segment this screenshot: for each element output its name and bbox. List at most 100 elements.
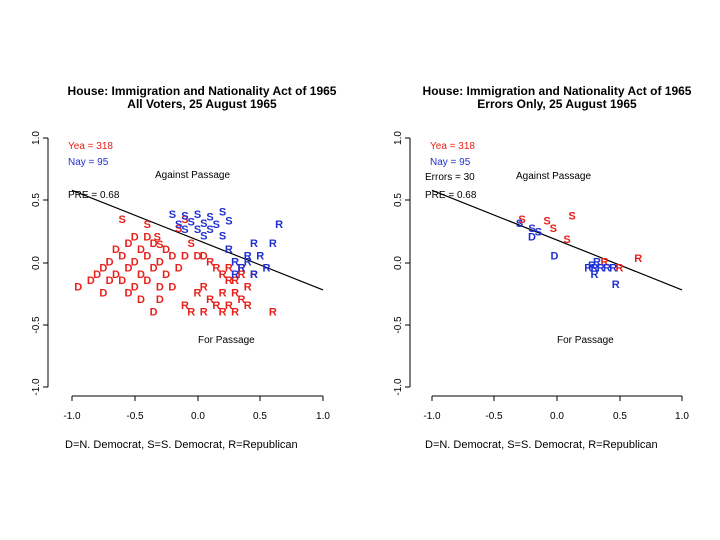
- panel-errors-only: House: Immigration and Nationality Act o…: [393, 84, 692, 451]
- nay-count-label: Nay = 95: [68, 157, 109, 168]
- nay-vote-point: S: [206, 224, 213, 236]
- yea-vote-point: R: [212, 300, 220, 312]
- yea-vote-point: R: [237, 294, 245, 306]
- yea-vote-point: D: [200, 250, 208, 262]
- axes: -1.0 -0.5 0.0 0.5 1.0 -1.0 -0.5 0.0 0.5 1.0: [393, 131, 689, 422]
- chart-title: House: Immigration and Nationality Act o…: [423, 84, 692, 98]
- chart-subtitle: All Voters, 25 August 1965: [127, 97, 277, 111]
- yea-vote-point: R: [634, 253, 642, 265]
- yea-vote-point: S: [156, 239, 163, 251]
- nay-vote-point: S: [194, 224, 201, 236]
- yea-vote-point: R: [244, 281, 252, 293]
- nay-vote-point: S: [181, 210, 188, 222]
- nay-vote-point: S: [175, 219, 182, 231]
- yea-vote-point: S: [568, 210, 575, 222]
- yea-vote-point: R: [616, 263, 624, 275]
- yea-vote-point: D: [156, 294, 164, 306]
- errors-count-label: Errors = 30: [425, 172, 475, 183]
- yea-vote-point: R: [269, 306, 277, 318]
- yea-vote-point: D: [143, 275, 151, 287]
- yea-vote-point: S: [144, 219, 151, 231]
- axes: -1.0 -0.5 0.0 0.5 1.0 -1.0 -0.5 0.0 0.5 1.0: [31, 131, 330, 422]
- y-tick-label: 0.5: [31, 193, 42, 207]
- yea-vote-point: R: [225, 263, 233, 275]
- yea-vote-point: R: [194, 288, 202, 300]
- yea-vote-point: R: [219, 306, 227, 318]
- y-tick-label: 0.0: [31, 256, 42, 270]
- for-passage-label: For Passage: [557, 335, 614, 346]
- nay-vote-point: S: [206, 212, 213, 224]
- yea-vote-point: D: [93, 269, 101, 281]
- nay-vote-point: R: [250, 269, 258, 281]
- yea-vote-point: S: [518, 214, 525, 226]
- yea-vote-point: D: [156, 257, 164, 269]
- x-tick-label: -1.0: [423, 411, 441, 422]
- nay-vote-point: S: [200, 230, 207, 242]
- x-tick-label: 0.0: [550, 411, 564, 422]
- yea-vote-point: R: [187, 306, 195, 318]
- chart-subtitle: Errors Only, 25 August 1965: [477, 97, 637, 111]
- pre-label: PRE = 0.68: [68, 190, 120, 201]
- pre-label: PRE = 0.68: [425, 190, 477, 201]
- yea-vote-point: R: [200, 306, 208, 318]
- for-passage-label: For Passage: [198, 335, 255, 346]
- yea-vote-point: D: [131, 257, 139, 269]
- yea-vote-point: R: [231, 306, 239, 318]
- cutting-line: [71, 189, 324, 291]
- yea-vote-point: R: [225, 275, 233, 287]
- yea-vote-point: S: [119, 214, 126, 226]
- yea-vote-point: D: [168, 250, 176, 262]
- nay-vote-point: S: [169, 209, 176, 221]
- y-tick-label: -0.5: [31, 316, 42, 334]
- y-tick-label: -0.5: [393, 316, 404, 334]
- x-axis-label: D=N. Democrat, S=S. Democrat, R=Republic…: [65, 439, 298, 451]
- yea-vote-point: D: [99, 263, 107, 275]
- x-axis-label: D=N. Democrat, S=S. Democrat, R=Republic…: [425, 439, 658, 451]
- yea-vote-point: S: [563, 234, 570, 246]
- yea-vote-point: D: [87, 275, 95, 287]
- yea-vote-point: D: [124, 263, 132, 275]
- nay-vote-point: S: [535, 227, 542, 239]
- nay-vote-point: D: [551, 250, 559, 262]
- nay-vote-point: R: [593, 257, 601, 269]
- yea-vote-point: D: [137, 244, 145, 256]
- nay-vote-point: S: [219, 230, 226, 242]
- yea-vote-point: D: [162, 269, 170, 281]
- yea-vote-point: D: [181, 250, 189, 262]
- yea-vote-point: D: [175, 263, 183, 275]
- y-tick-label: 1.0: [393, 131, 404, 145]
- yea-vote-point: R: [212, 263, 220, 275]
- yea-vote-point: D: [124, 288, 132, 300]
- cutting-line-group: [71, 189, 324, 291]
- nay-vote-point: R: [609, 263, 617, 275]
- yea-vote-point: D: [106, 257, 114, 269]
- chart-title: House: Immigration and Nationality Act o…: [68, 84, 337, 98]
- x-tick-label: 1.0: [316, 411, 330, 422]
- panel-all-voters: House: Immigration and Nationality Act o…: [31, 84, 337, 451]
- nay-vote-point: R: [612, 279, 620, 291]
- nay-vote-point: S: [528, 223, 535, 235]
- y-tick-label: 1.0: [31, 131, 42, 145]
- x-tick-label: 0.5: [253, 411, 267, 422]
- x-tick-label: 0.0: [191, 411, 205, 422]
- yea-vote-point: S: [181, 214, 188, 226]
- yea-vote-point: R: [219, 288, 227, 300]
- cutting-line-group: [431, 189, 683, 291]
- yea-vote-point: D: [143, 232, 151, 244]
- yea-vote-point: R: [219, 269, 227, 281]
- yea-vote-point: D: [99, 288, 107, 300]
- nay-vote-point: R: [603, 263, 611, 275]
- yea-vote-point: D: [118, 250, 126, 262]
- yea-vote-point: D: [168, 281, 176, 293]
- yea-vote-point: R: [250, 269, 258, 281]
- nay-vote-point: S: [188, 217, 195, 229]
- yea-vote-point: S: [550, 223, 557, 235]
- yea-vote-point: D: [131, 232, 139, 244]
- yea-vote-point: D: [194, 250, 202, 262]
- yea-count-label: Yea = 318: [68, 141, 113, 152]
- yea-vote-point: R: [200, 281, 208, 293]
- yea-vote-point: D: [118, 275, 126, 287]
- y-tick-label: 0.0: [393, 256, 404, 270]
